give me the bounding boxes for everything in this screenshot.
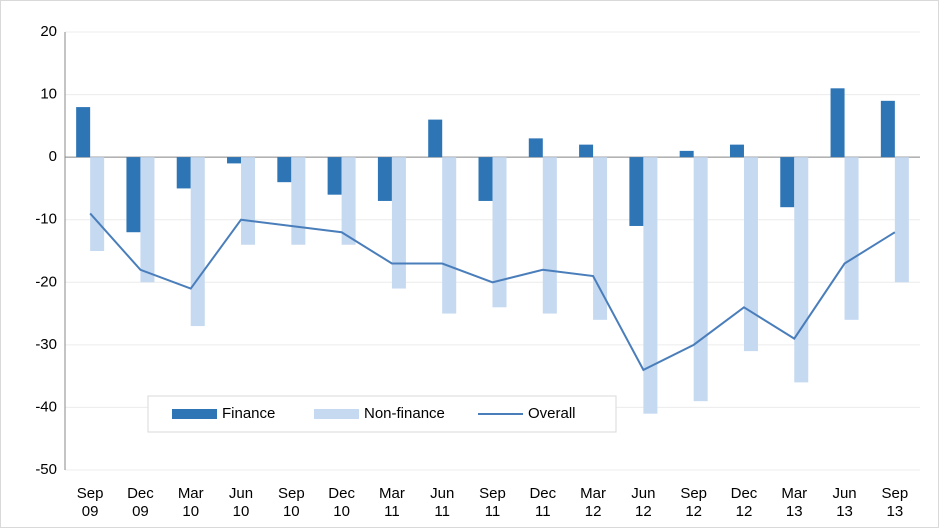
- y-tick-label: -40: [35, 398, 57, 415]
- bar: [442, 157, 457, 314]
- x-tick-label: Sep 12: [680, 485, 707, 520]
- bar: [291, 157, 306, 245]
- bar: [341, 157, 356, 245]
- legend-label: Finance: [222, 405, 275, 422]
- legend: Finance Non-finance Overall: [147, 395, 617, 433]
- bar: [528, 138, 543, 158]
- x-tick-label: Mar 11: [379, 485, 405, 520]
- x-tick-label: Jun 10: [229, 485, 253, 520]
- bar: [478, 157, 493, 201]
- x-tick-label: Dec 11: [529, 485, 556, 520]
- x-tick-label: Sep 10: [278, 485, 305, 520]
- bar: [391, 157, 406, 289]
- x-tick-label: Dec 12: [731, 485, 758, 520]
- bar: [894, 157, 909, 283]
- bar: [729, 144, 744, 158]
- y-tick-label: 10: [40, 86, 57, 103]
- legend-label: Overall: [528, 405, 576, 422]
- bar: [579, 144, 594, 158]
- bar: [428, 119, 443, 158]
- legend-swatch: [314, 409, 359, 419]
- bar: [327, 157, 342, 195]
- x-tick-label: Jun 11: [430, 485, 454, 520]
- bar: [794, 157, 809, 383]
- legend-label: Non-finance: [364, 405, 445, 422]
- bar: [542, 157, 557, 314]
- bar: [76, 107, 91, 158]
- line: [89, 212, 896, 372]
- bar: [126, 157, 141, 233]
- bar: [492, 157, 507, 308]
- bar: [90, 157, 105, 251]
- bar: [176, 157, 191, 189]
- y-tick-label: 20: [40, 23, 57, 40]
- y-tick-label: -30: [35, 336, 57, 353]
- x-tick-label: Jun 13: [832, 485, 856, 520]
- y-tick-label: -20: [35, 273, 57, 290]
- bar: [743, 157, 758, 352]
- bar: [830, 88, 845, 158]
- bar: [629, 157, 644, 226]
- bar: [190, 157, 205, 327]
- y-tick-label: -50: [35, 461, 57, 478]
- bar: [844, 157, 859, 320]
- legend-box: [147, 395, 617, 433]
- bar: [880, 100, 895, 158]
- bar: [227, 157, 242, 164]
- bar: [593, 157, 608, 320]
- bar: [277, 157, 292, 183]
- x-tick-label: Dec 09: [127, 485, 154, 520]
- x-tick-label: Jun 12: [631, 485, 655, 520]
- bar: [679, 150, 694, 158]
- y-tick-label: -10: [35, 211, 57, 228]
- y-tick-label: 0: [49, 148, 57, 165]
- bar: [241, 157, 256, 245]
- bar: [693, 157, 708, 402]
- bar: [780, 157, 795, 208]
- x-tick-label: Sep 11: [479, 485, 506, 520]
- bar: [643, 157, 658, 414]
- legend-swatch: [172, 409, 217, 419]
- bar: [377, 157, 392, 201]
- x-tick-label: Dec 10: [328, 485, 355, 520]
- x-tick-label: Mar 12: [580, 485, 606, 520]
- x-tick-label: Mar 13: [781, 485, 807, 520]
- bar: [140, 157, 155, 283]
- x-tick-label: Sep 09: [77, 485, 104, 520]
- x-tick-label: Mar 10: [178, 485, 204, 520]
- x-tick-label: Sep 13: [882, 485, 909, 520]
